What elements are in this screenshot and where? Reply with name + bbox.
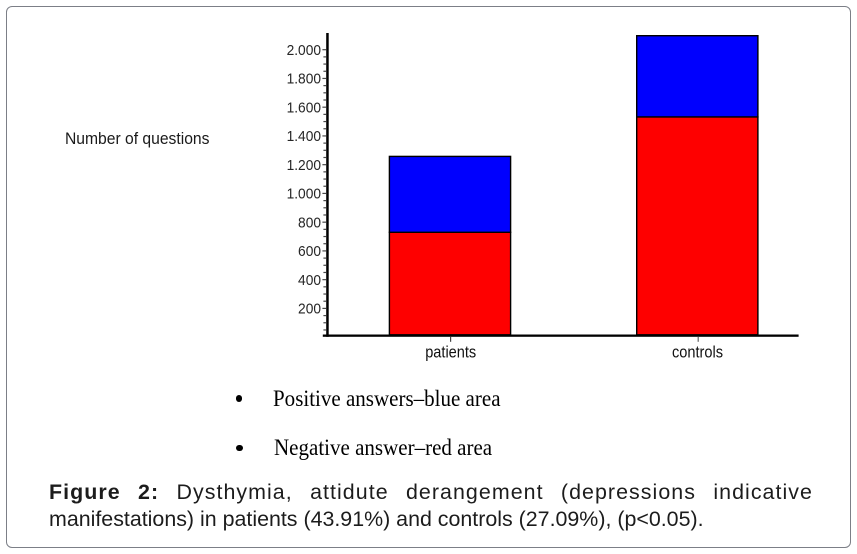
svg-text:controls: controls xyxy=(672,344,723,362)
svg-text:2.000: 2.000 xyxy=(287,42,321,59)
svg-text:1.600: 1.600 xyxy=(287,100,321,117)
svg-text:800: 800 xyxy=(298,215,321,232)
svg-text:600: 600 xyxy=(298,244,321,261)
svg-text:200: 200 xyxy=(298,301,321,318)
svg-text:1.000: 1.000 xyxy=(287,186,321,203)
svg-text:1.400: 1.400 xyxy=(287,129,321,146)
svg-text:400: 400 xyxy=(298,272,321,289)
svg-text:1.200: 1.200 xyxy=(287,157,321,174)
svg-text:1.800: 1.800 xyxy=(287,71,321,88)
svg-text:patients: patients xyxy=(425,344,476,362)
